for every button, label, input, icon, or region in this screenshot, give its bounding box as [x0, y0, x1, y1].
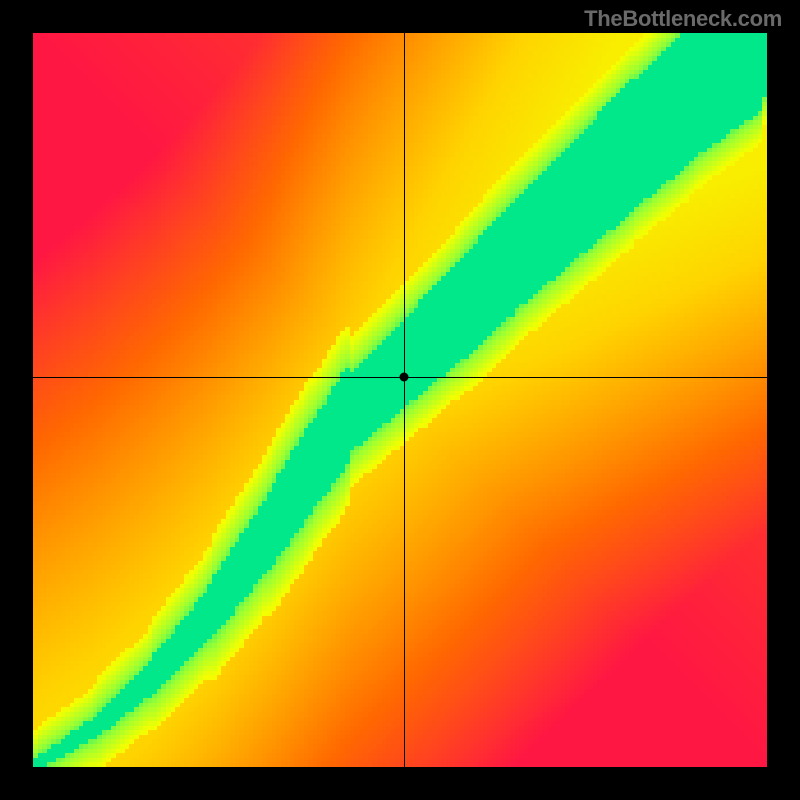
heatmap-plot: [33, 33, 767, 767]
crosshair-marker-dot[interactable]: [399, 372, 408, 381]
watermark: TheBottleneck.com: [584, 6, 782, 32]
crosshair-vertical: [404, 33, 405, 767]
heatmap-canvas: [33, 33, 767, 767]
